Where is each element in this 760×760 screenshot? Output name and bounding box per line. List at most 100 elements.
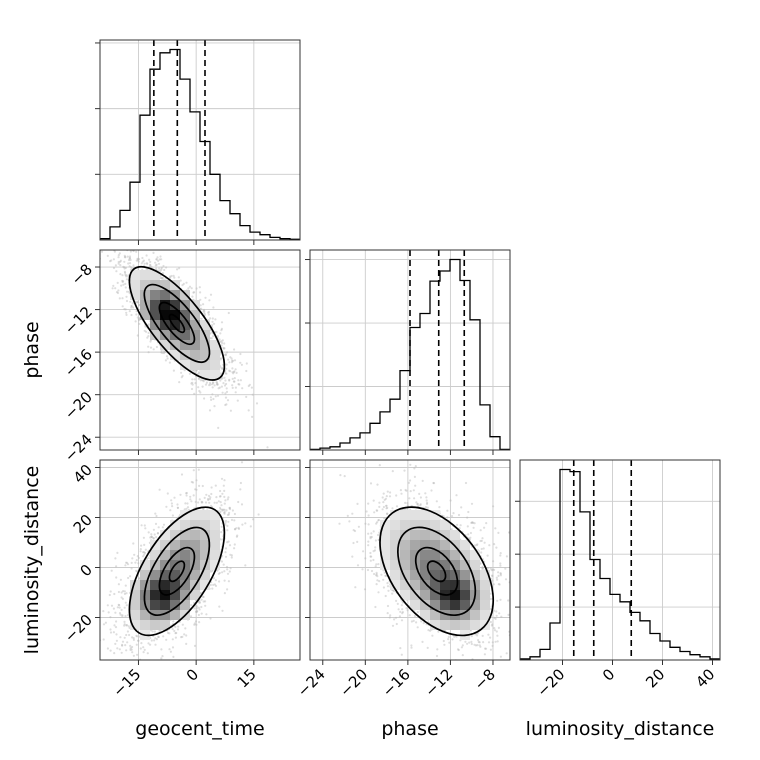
sample-point: [228, 570, 231, 573]
sample-point: [135, 643, 138, 646]
sample-point: [216, 394, 220, 397]
sample-point: [234, 368, 237, 371]
sample-point: [211, 324, 214, 327]
density-bin: [160, 310, 170, 320]
sample-point: [146, 262, 149, 265]
sample-point: [200, 501, 203, 504]
sample-point: [129, 300, 132, 303]
sample-point: [195, 610, 198, 614]
sample-point: [125, 561, 128, 564]
sample-point: [171, 505, 174, 508]
sample-point: [162, 350, 165, 353]
sample-point: [208, 501, 211, 504]
sample-point: [129, 575, 132, 578]
sample-point: [160, 277, 163, 280]
sample-point: [220, 385, 223, 388]
panel-border: [309, 249, 511, 451]
sample-point: [168, 632, 171, 635]
sample-point: [154, 637, 157, 640]
sample-point: [110, 569, 113, 572]
sample-point: [215, 381, 218, 384]
sample-point: [168, 361, 171, 364]
sample-point: [140, 544, 143, 547]
sample-point: [222, 508, 225, 511]
sample-point: [230, 556, 233, 559]
sample-point: [221, 509, 224, 512]
sample-point: [229, 409, 232, 412]
sample-point: [139, 550, 142, 553]
sample-point: [220, 504, 223, 507]
sample-point: [160, 351, 163, 354]
sample-point: [102, 638, 105, 641]
sample-point: [202, 310, 205, 313]
sample-point: [154, 261, 157, 264]
sample-point: [202, 380, 205, 383]
sample-point: [155, 638, 158, 641]
sample-point: [211, 320, 214, 323]
sample-point: [122, 280, 125, 283]
sample-point: [136, 300, 139, 304]
sample-point: [201, 484, 204, 488]
density-bin: [210, 350, 220, 360]
sample-point: [204, 296, 207, 299]
sample-point: [181, 635, 184, 639]
sample-point: [241, 387, 244, 390]
sample-point: [130, 567, 133, 570]
sample-point: [176, 506, 179, 509]
sample-point: [233, 359, 237, 362]
sample-point: [197, 606, 200, 609]
sample-point: [125, 274, 128, 277]
panel-luminosity-distance-vs-geocent-time: [95, 455, 301, 665]
sample-point: [217, 426, 220, 429]
sample-point: [149, 643, 152, 646]
density-bin: [180, 310, 190, 320]
sample-point: [232, 359, 235, 362]
sample-point: [143, 648, 146, 652]
sample-point: [226, 399, 230, 402]
sample-point: [121, 615, 124, 618]
sample-point: [95, 209, 97, 211]
sample-point: [198, 286, 201, 289]
sample-point: [127, 258, 131, 262]
sample-point: [223, 479, 226, 482]
sample-point: [193, 378, 196, 381]
sample-point: [132, 264, 135, 267]
panel-phase-vs-geocent-time: [95, 209, 301, 455]
sample-point: [124, 266, 127, 269]
sample-point: [227, 311, 230, 315]
sample-point: [138, 577, 141, 580]
sample-point: [130, 306, 133, 309]
sample-point: [163, 235, 165, 237]
sample-point: [226, 524, 229, 528]
sample-point: [119, 613, 122, 616]
sample-point: [181, 284, 184, 287]
sample-point: [179, 493, 182, 496]
sample-point: [171, 628, 174, 631]
sample-point: [117, 590, 120, 594]
sample-point: [223, 510, 226, 514]
sample-point: [114, 264, 117, 267]
sample-point: [140, 262, 143, 265]
sample-point: [223, 579, 226, 582]
sample-point: [125, 604, 128, 607]
sample-point: [201, 455, 203, 457]
sample-point: [218, 571, 221, 575]
sample-point: [219, 372, 222, 375]
sample-point: [233, 348, 236, 351]
sample-point: [245, 395, 248, 398]
sample-point: [165, 355, 169, 358]
sample-point: [219, 357, 223, 360]
sample-point: [185, 281, 188, 284]
sample-point: [226, 351, 229, 354]
sample-point: [118, 297, 121, 300]
sample-point: [212, 577, 215, 580]
sample-point: [147, 345, 150, 348]
sample-point: [116, 291, 120, 295]
sample-point: [164, 359, 167, 362]
sample-point: [195, 623, 198, 626]
sample-point: [150, 639, 153, 642]
sample-point: [214, 579, 217, 582]
sample-point: [240, 363, 243, 366]
sample-point: [186, 502, 189, 505]
sample-point: [142, 259, 145, 262]
